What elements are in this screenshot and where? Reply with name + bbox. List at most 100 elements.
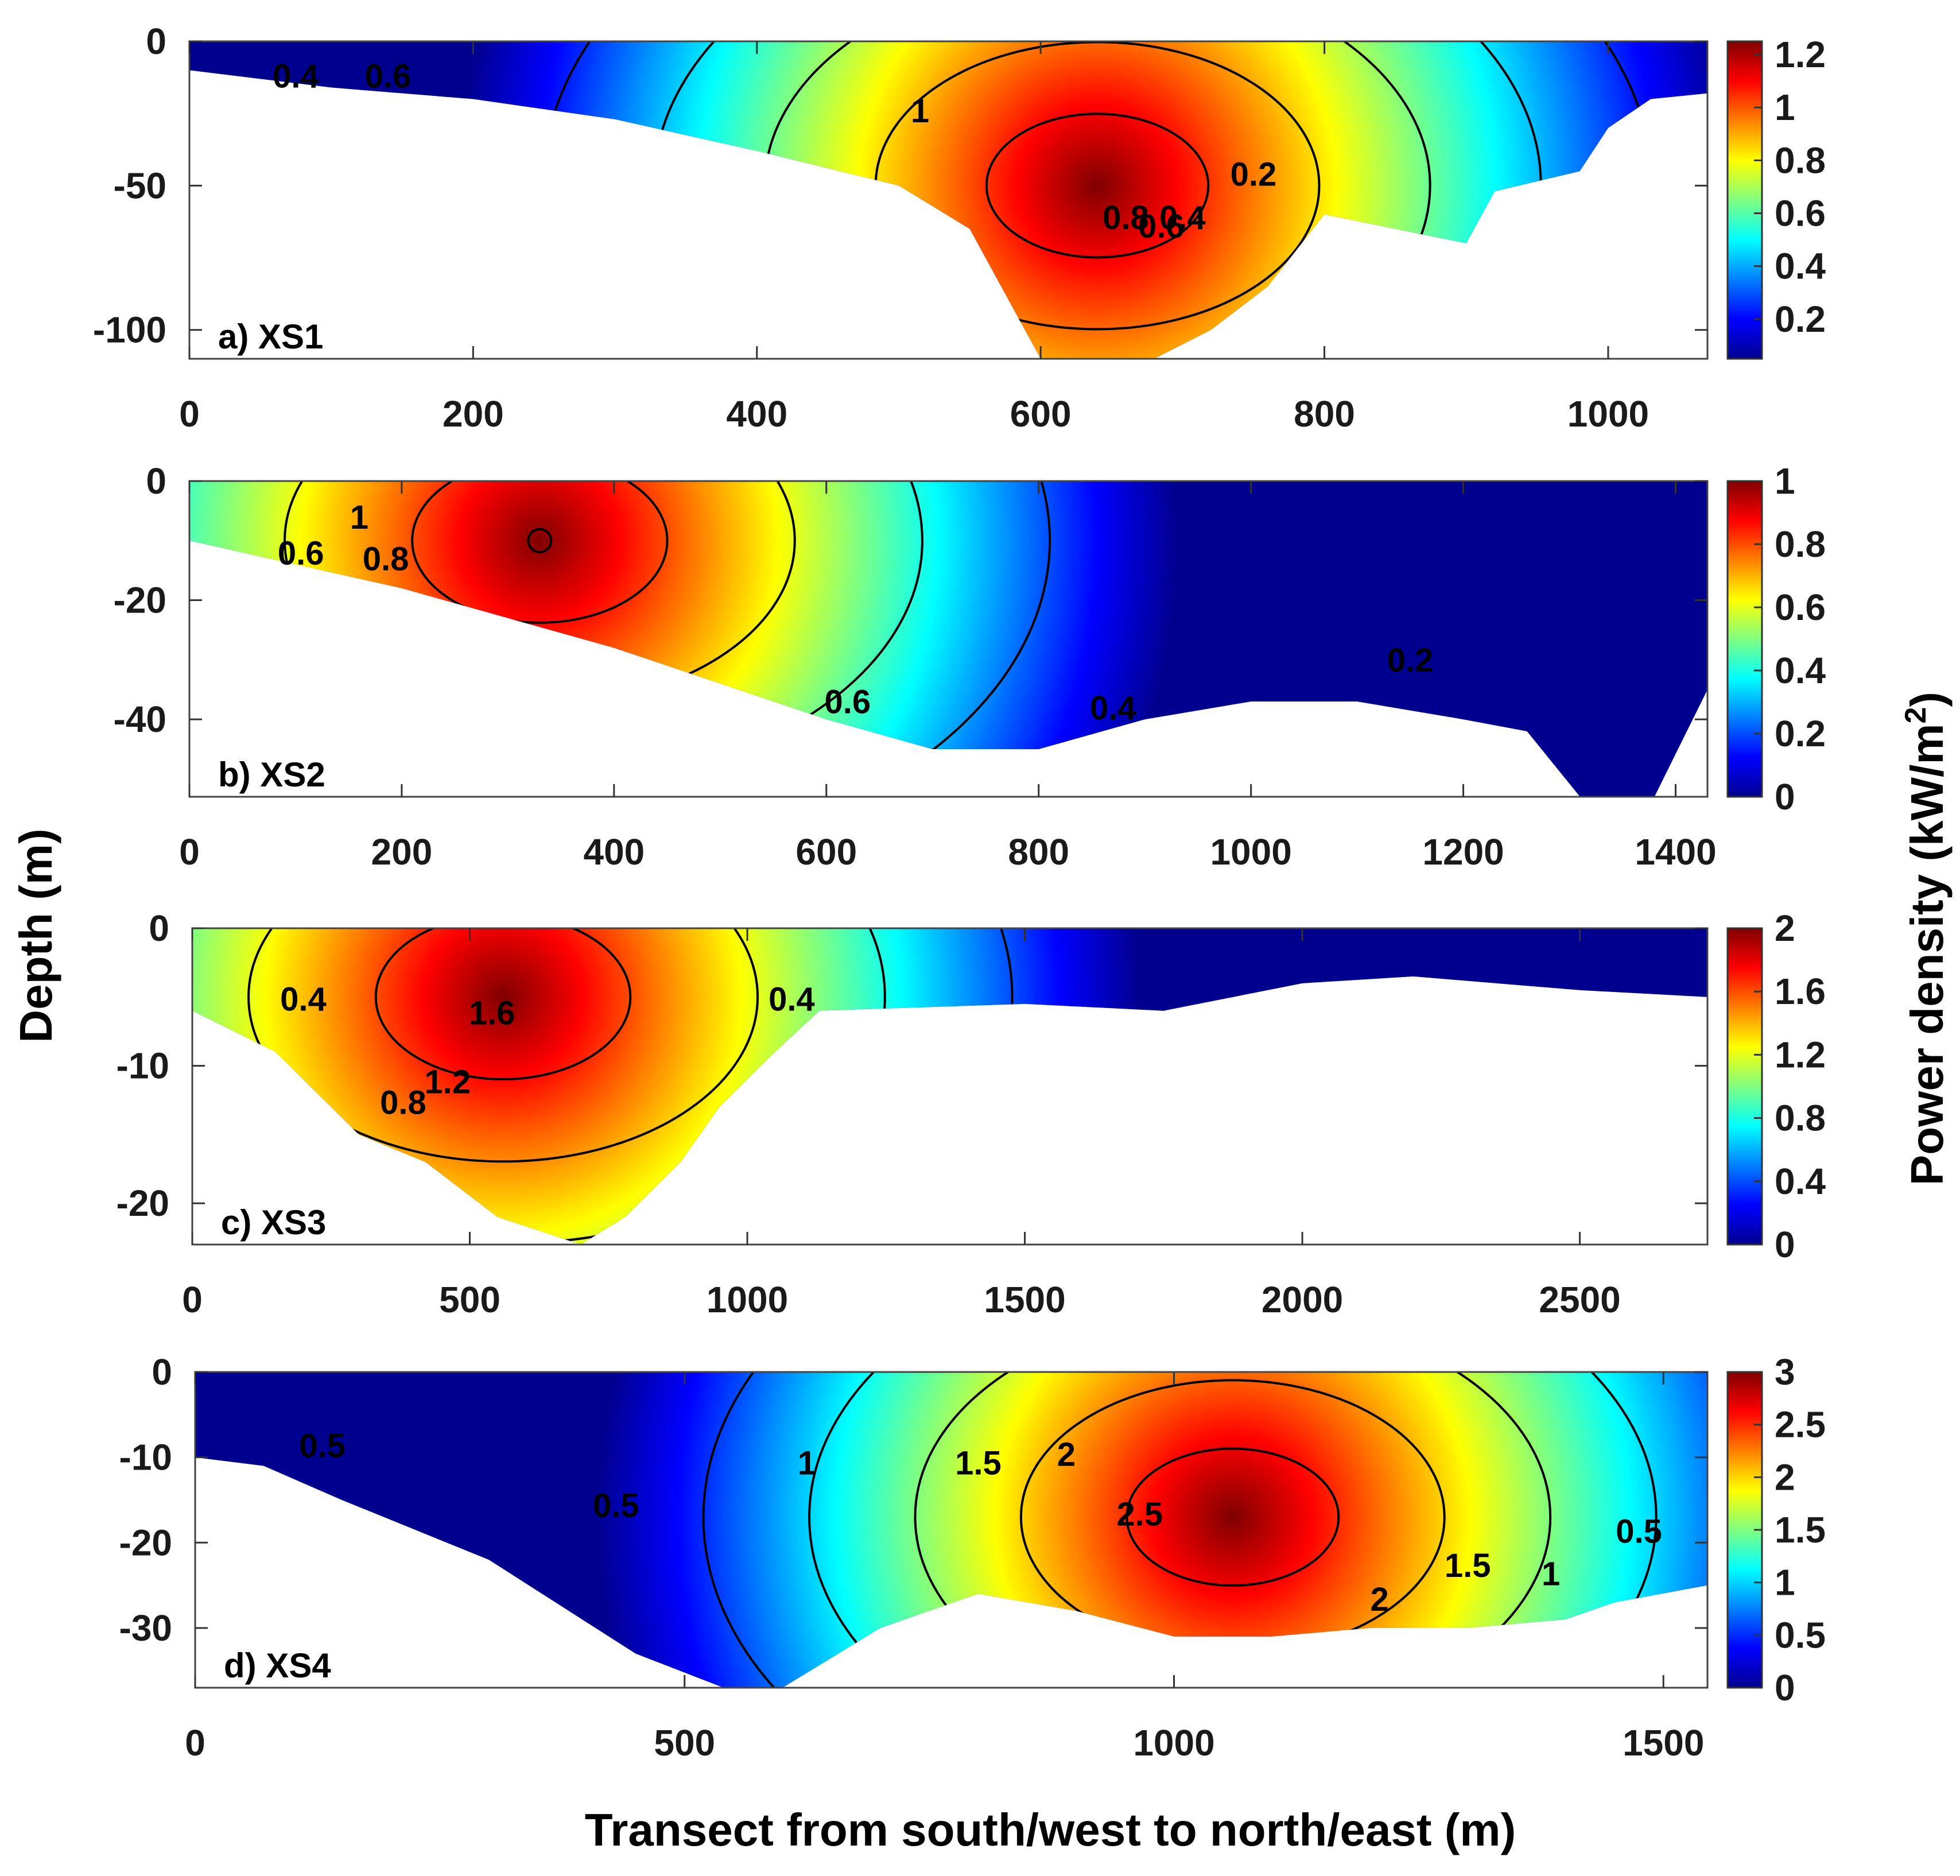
contour-label: 0.6 <box>278 534 324 572</box>
contour-line <box>527 528 553 553</box>
contour-label: 0.8 <box>363 541 409 578</box>
contour-label: 0.4 <box>1159 199 1206 237</box>
colorbar-tick-label: 1 <box>1775 460 1795 502</box>
y-tick-label: -20 <box>117 1183 170 1224</box>
contour-label: 1 <box>350 499 368 536</box>
colorbar-tick-label: 1.2 <box>1775 1034 1826 1075</box>
panel-label: a) XS1 <box>218 317 323 356</box>
colorbar <box>1726 40 1763 360</box>
y-tick-label: 0 <box>146 460 166 502</box>
colorbar <box>1726 927 1763 1246</box>
x-tick-label: 1200 <box>1422 831 1504 873</box>
colorbar-tick-label: 1 <box>1775 87 1795 128</box>
contour-line <box>411 481 669 624</box>
contour-label: 0.4 <box>280 981 327 1018</box>
contour-line <box>808 1372 1658 1688</box>
x-tick-label: 1400 <box>1635 831 1716 873</box>
contour-label: 0.2 <box>1387 642 1434 679</box>
colorbar-tick-label: 3 <box>1775 1351 1795 1393</box>
y-tick-label: 0 <box>152 1351 172 1393</box>
contour-label: 0.4 <box>769 981 815 1018</box>
colorbar-tick-label: 0.4 <box>1775 246 1826 287</box>
contour-label: 0.4 <box>1090 689 1136 727</box>
x-tick-label: 0 <box>179 393 200 435</box>
x-tick-label: 1000 <box>707 1279 788 1320</box>
y-axis-title: Depth (m) <box>10 828 61 1042</box>
colorbar-title-text: Power density (kW/m <box>1901 723 1953 1185</box>
x-tick-label: 400 <box>726 393 787 435</box>
colorbar-tick-label: 2 <box>1775 1456 1795 1498</box>
y-tick-label: -10 <box>119 1437 173 1478</box>
contour-label: 0.8 <box>1103 199 1149 237</box>
colorbar-tick-label: 0.6 <box>1775 587 1826 628</box>
contour-line <box>914 1372 1552 1688</box>
axes-box <box>188 40 1709 360</box>
colorbar-tick-label: 0.4 <box>1775 1161 1826 1202</box>
panel-label: c) XS3 <box>221 1203 326 1242</box>
contour-label: 1.5 <box>1445 1547 1491 1584</box>
y-tick-label: 0 <box>146 21 166 62</box>
contour-label: 1.6 <box>469 995 515 1032</box>
x-axis-title: Transect from south/west to north/east (… <box>585 1804 1516 1855</box>
y-tick-label: 0 <box>149 908 169 949</box>
colorbar-tick-label: 1.6 <box>1775 971 1826 1012</box>
x-tick-label: 2000 <box>1262 1279 1343 1320</box>
contour-label: 0.5 <box>1616 1513 1662 1550</box>
panel-label: b) XS2 <box>218 755 325 794</box>
axes-box <box>194 1371 1709 1689</box>
x-tick-label: 0 <box>185 1722 205 1763</box>
colorbar-tick-label: 0.2 <box>1775 299 1826 340</box>
y-tick-label: -20 <box>119 1522 173 1563</box>
contour-label: 1 <box>911 92 929 130</box>
contour-label: 0.5 <box>299 1428 346 1465</box>
colorbar-tick-label: 2.5 <box>1775 1404 1826 1445</box>
x-tick-label: 800 <box>1294 393 1355 435</box>
contour-label: 0.4 <box>273 57 319 95</box>
contour-line <box>192 928 1014 1245</box>
contour-line <box>702 1372 1707 1688</box>
colorbar-tick-label: 0.5 <box>1775 1614 1826 1656</box>
x-tick-label: 600 <box>1010 393 1072 435</box>
colorbar-tick-label: 0.2 <box>1775 713 1826 754</box>
panel-4: 0 500 1000 1500 0 -10 -20 -30 0.5 0.5 1 1.5 2 2.5 2 1.5… <box>119 1351 1826 1763</box>
x-tick-label: 0 <box>182 1279 203 1320</box>
axes-box <box>191 927 1709 1246</box>
contour-label: 0.8 <box>380 1084 426 1121</box>
colorbar-tick-label: 0 <box>1775 1667 1795 1708</box>
colorbar-tick-label: 1 <box>1775 1562 1795 1603</box>
panel-label: d) XS4 <box>224 1646 331 1685</box>
contour-line <box>374 928 632 1081</box>
colorbar-tick-label: 0.8 <box>1775 524 1826 565</box>
field-gradient <box>195 1372 1707 1688</box>
colorbar-tick-label: 0.8 <box>1775 139 1826 181</box>
contour-line <box>247 928 759 1163</box>
x-tick-label: 1500 <box>1623 1722 1704 1763</box>
y-tick-label: -30 <box>119 1607 173 1649</box>
contour-label: 2 <box>1057 1436 1076 1474</box>
x-tick-label: 200 <box>443 393 504 435</box>
colorbar-tick-label: 0 <box>1775 776 1795 817</box>
contour-line <box>189 481 1051 797</box>
field-1 <box>189 41 1707 359</box>
contour-label: 1 <box>1542 1556 1560 1593</box>
colorbar-title-close: ) <box>1901 692 1953 707</box>
colorbar-title: Power density (kW/m2) <box>1899 692 1953 1185</box>
axes-box <box>188 480 1709 798</box>
field-gradient <box>189 481 1707 797</box>
x-tick-label: 2500 <box>1539 1279 1620 1320</box>
x-tick-label: 800 <box>1008 831 1069 873</box>
panel-2: 0 200 400 600 800 1000 1200 1400 0 -20 -40 1 0.6 0.8 0… <box>114 460 1826 873</box>
y-tick-label: -10 <box>117 1045 170 1087</box>
colorbar-tick-label: 0 <box>1775 1224 1795 1265</box>
colorbar <box>1726 480 1763 798</box>
x-tick-label: 1000 <box>1210 831 1291 873</box>
x-tick-label: 400 <box>583 831 645 873</box>
colorbar-tick-label: 0.6 <box>1775 193 1826 234</box>
x-tick-label: 600 <box>795 831 857 873</box>
contour-label: 0.6 <box>365 57 412 95</box>
x-tick-label: 1000 <box>1567 393 1649 435</box>
colorbar-tick-label: 1.2 <box>1775 34 1826 75</box>
colorbar-tick-label: 0.4 <box>1775 650 1826 691</box>
